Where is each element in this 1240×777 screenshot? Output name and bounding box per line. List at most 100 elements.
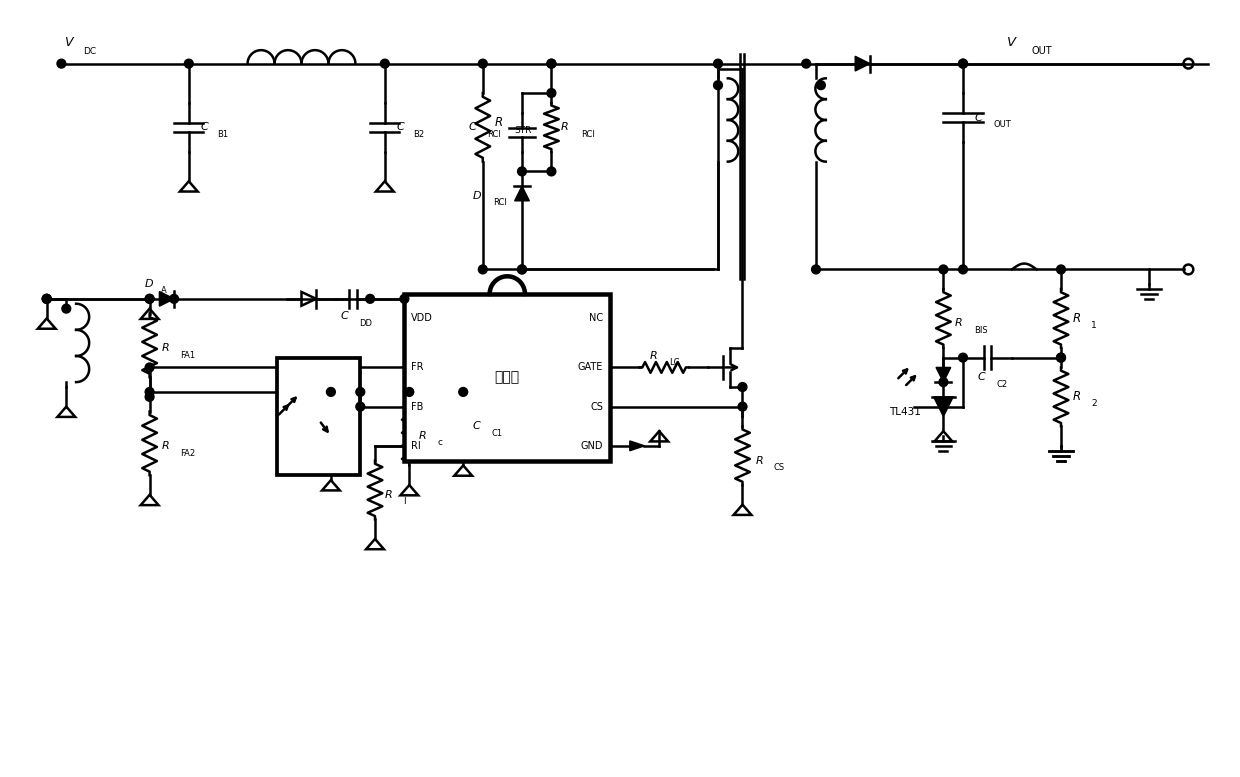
Circle shape: [1056, 265, 1065, 274]
Polygon shape: [856, 56, 870, 71]
Text: R: R: [495, 116, 502, 129]
Text: R: R: [161, 343, 169, 353]
Circle shape: [145, 294, 154, 303]
Text: R: R: [384, 490, 393, 500]
Text: DD: DD: [360, 319, 372, 328]
Text: D: D: [472, 191, 481, 201]
Circle shape: [366, 294, 374, 303]
Text: R: R: [1073, 390, 1081, 403]
Text: C: C: [472, 421, 481, 431]
Text: BIS: BIS: [973, 326, 987, 335]
Text: I: I: [403, 497, 405, 506]
Circle shape: [547, 89, 556, 97]
Circle shape: [145, 392, 154, 401]
Circle shape: [547, 59, 556, 68]
Text: R: R: [1073, 312, 1081, 325]
Circle shape: [517, 265, 527, 274]
Text: RCI: RCI: [494, 198, 507, 207]
Circle shape: [459, 388, 467, 396]
Text: c: c: [438, 438, 443, 448]
Text: FR: FR: [412, 362, 424, 372]
Text: C: C: [201, 122, 208, 132]
Circle shape: [405, 388, 414, 396]
Circle shape: [145, 294, 154, 303]
Polygon shape: [934, 397, 954, 416]
Text: V: V: [1007, 36, 1017, 49]
Text: CS: CS: [590, 402, 604, 412]
Circle shape: [517, 265, 527, 274]
Circle shape: [547, 167, 556, 176]
Text: GND: GND: [580, 441, 604, 451]
Text: R: R: [755, 455, 763, 465]
Text: C: C: [397, 122, 404, 132]
Circle shape: [401, 294, 409, 303]
Polygon shape: [515, 186, 529, 200]
Text: 1: 1: [1091, 321, 1097, 329]
Circle shape: [42, 294, 51, 303]
Text: C1: C1: [491, 429, 502, 437]
Text: OUT: OUT: [1032, 46, 1053, 56]
Circle shape: [356, 388, 365, 396]
Circle shape: [57, 59, 66, 68]
Circle shape: [939, 265, 947, 274]
Text: TL431: TL431: [889, 406, 921, 416]
Text: DC: DC: [83, 47, 95, 56]
Circle shape: [145, 388, 154, 396]
Circle shape: [42, 294, 51, 303]
Text: R: R: [161, 441, 169, 451]
Circle shape: [812, 265, 821, 274]
Circle shape: [170, 294, 179, 303]
Circle shape: [479, 265, 487, 274]
Text: NC: NC: [589, 313, 604, 323]
Text: 2: 2: [1091, 399, 1097, 408]
Text: RCI: RCI: [580, 130, 595, 138]
Circle shape: [738, 382, 746, 392]
Circle shape: [356, 402, 365, 411]
Text: STR: STR: [515, 126, 532, 134]
Circle shape: [959, 265, 967, 274]
Circle shape: [185, 59, 193, 68]
Text: 控制器: 控制器: [495, 370, 520, 385]
Circle shape: [939, 378, 947, 386]
Circle shape: [381, 59, 389, 68]
Text: OUT: OUT: [993, 120, 1011, 129]
Text: R: R: [650, 350, 657, 361]
Text: C: C: [467, 122, 476, 132]
Text: C: C: [341, 312, 348, 322]
Text: C: C: [975, 113, 982, 123]
Text: R: R: [562, 122, 569, 132]
Bar: [404, 294, 610, 461]
Text: C2: C2: [996, 380, 1007, 388]
Text: GATE: GATE: [578, 362, 604, 372]
Text: V: V: [64, 36, 73, 49]
Circle shape: [547, 59, 556, 68]
Circle shape: [713, 81, 723, 89]
Circle shape: [326, 388, 335, 396]
Circle shape: [517, 167, 527, 176]
Circle shape: [959, 354, 967, 362]
Circle shape: [42, 294, 51, 303]
Polygon shape: [160, 291, 174, 306]
Text: R: R: [955, 319, 963, 329]
Text: D: D: [145, 279, 154, 289]
Circle shape: [738, 402, 746, 411]
Text: RCI: RCI: [487, 130, 501, 138]
Text: FA1: FA1: [180, 351, 195, 361]
Text: A: A: [161, 285, 167, 294]
Circle shape: [145, 363, 154, 372]
Circle shape: [713, 59, 723, 68]
Text: B2: B2: [413, 130, 424, 138]
Text: FA2: FA2: [180, 449, 195, 458]
Circle shape: [959, 59, 967, 68]
Circle shape: [1056, 354, 1065, 362]
Circle shape: [479, 59, 487, 68]
Text: RI: RI: [412, 441, 422, 451]
Circle shape: [62, 305, 71, 313]
Text: C: C: [977, 372, 986, 382]
Text: FB: FB: [412, 402, 424, 412]
Text: VDD: VDD: [412, 313, 433, 323]
Circle shape: [959, 59, 967, 68]
Circle shape: [802, 59, 811, 68]
Text: CS: CS: [774, 463, 785, 472]
Circle shape: [1056, 354, 1065, 362]
